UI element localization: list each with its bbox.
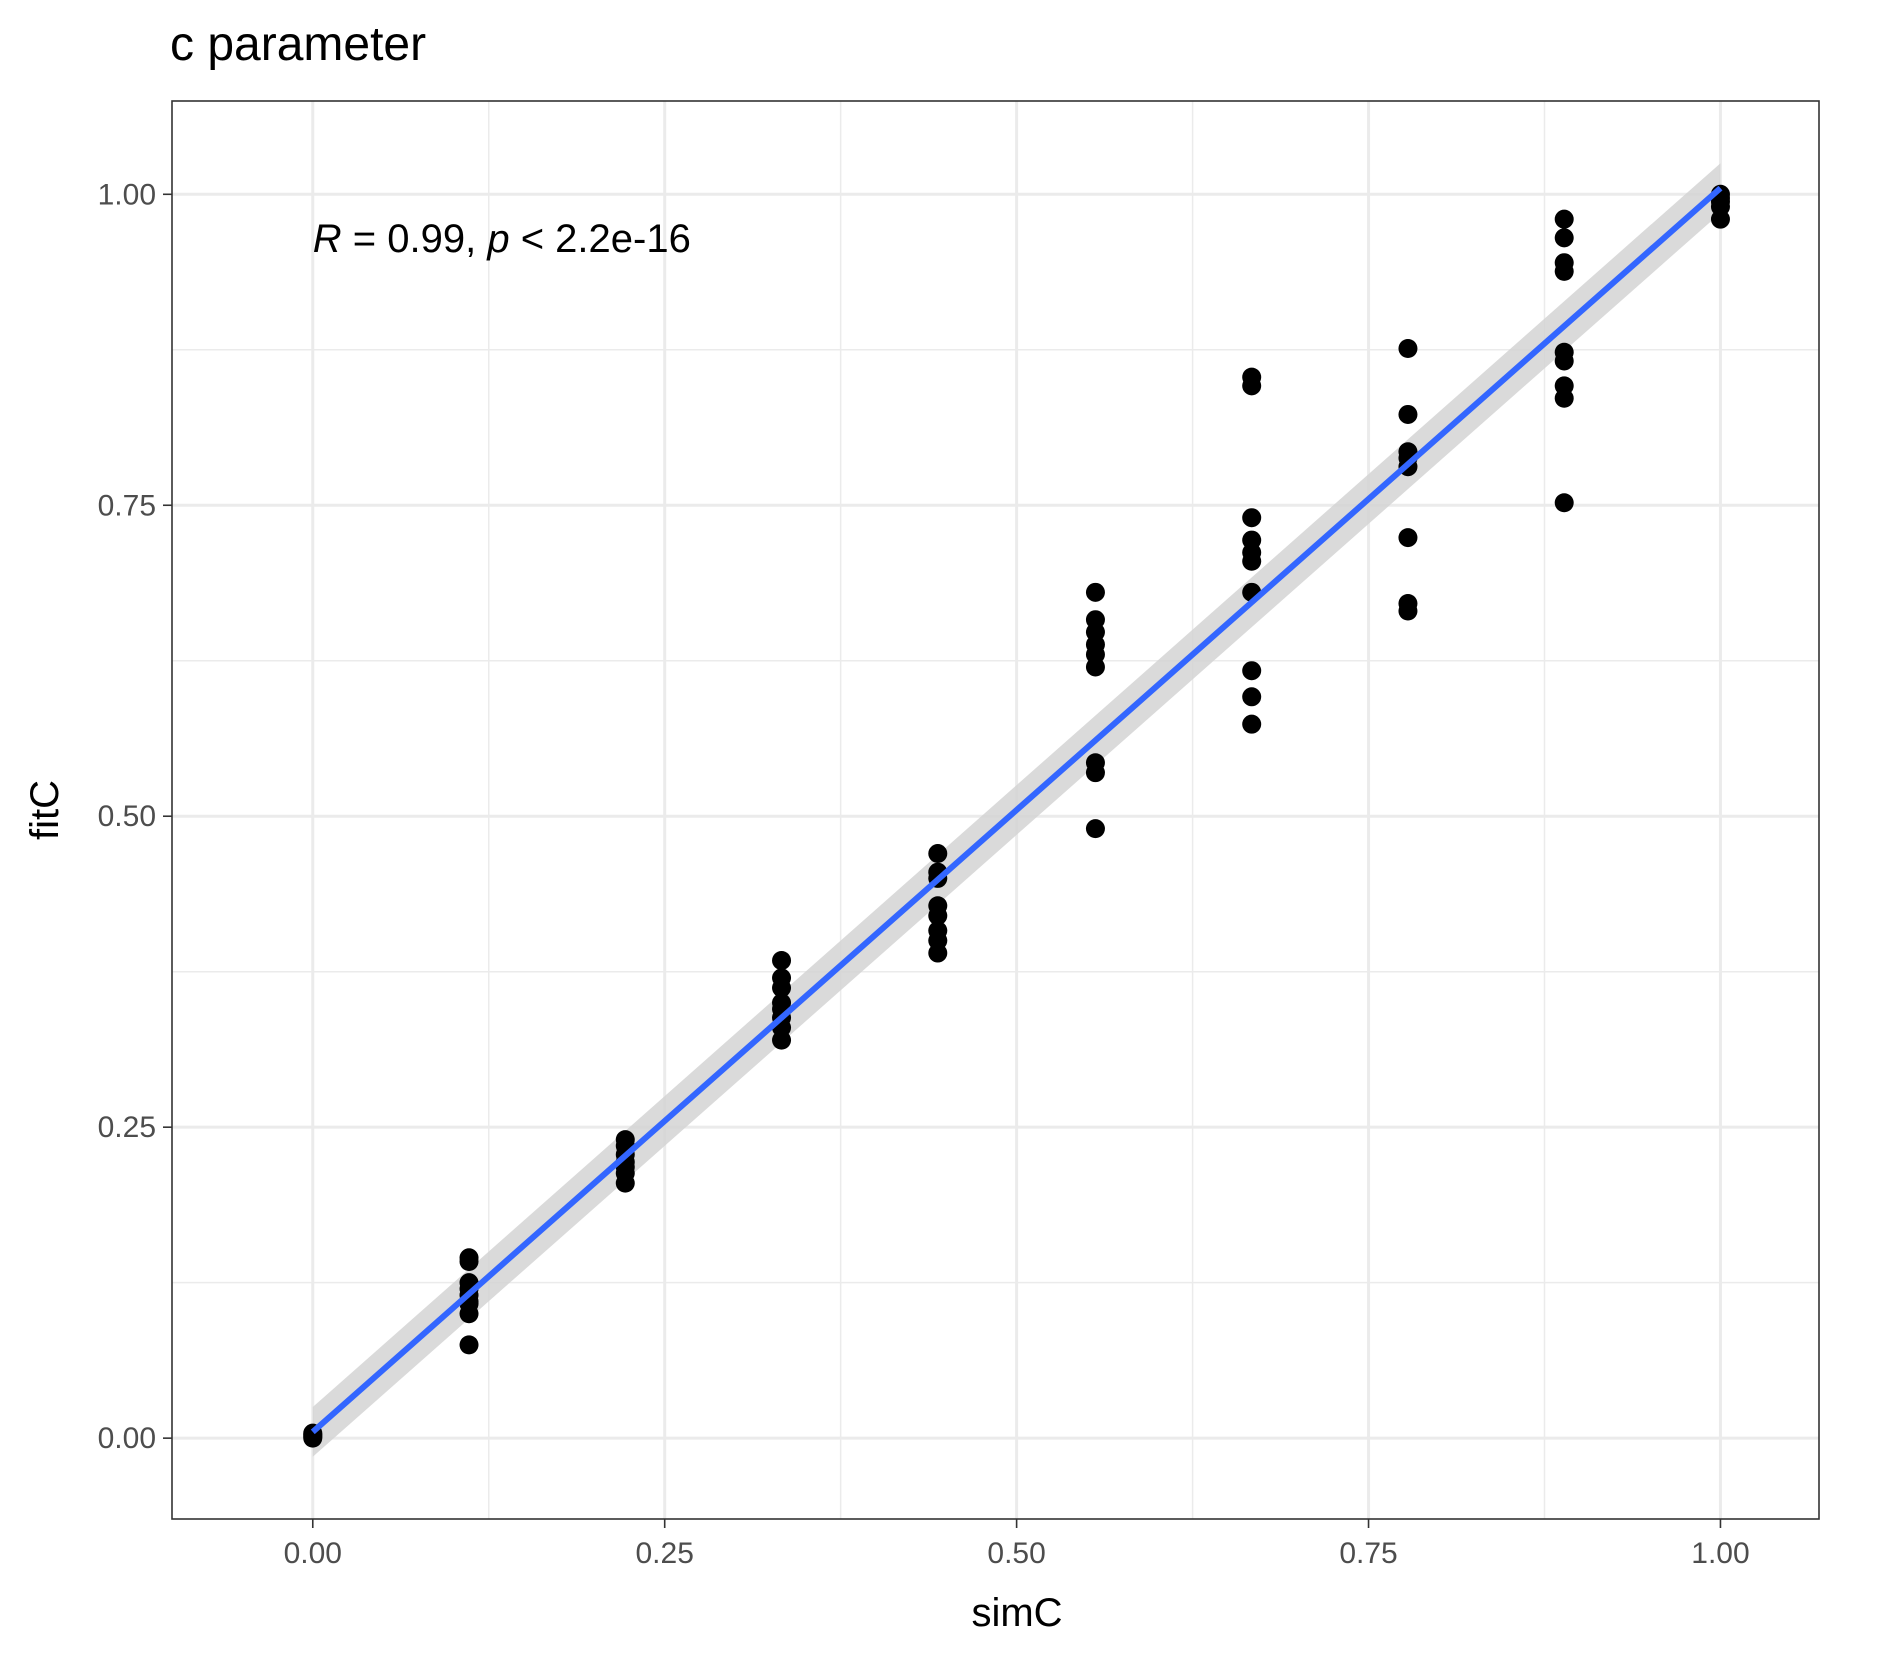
- data-point: [1554, 493, 1574, 513]
- data-point: [1242, 551, 1262, 571]
- data-point: [1085, 763, 1105, 783]
- data-point: [928, 943, 948, 963]
- annotation-p-value: < 2.2e-16: [510, 217, 691, 261]
- fit-line-layer: [310, 185, 1723, 1435]
- data-point: [1554, 351, 1574, 371]
- annotation-p-symbol: p: [486, 217, 509, 261]
- regression-line: [310, 185, 1723, 1435]
- data-point: [459, 1304, 479, 1324]
- grid-major: [172, 101, 1819, 1519]
- x-tick-label: 1.00: [1691, 1537, 1749, 1570]
- data-point: [1398, 404, 1418, 424]
- annotation-r-value: = 0.99,: [342, 217, 488, 261]
- data-point: [459, 1252, 479, 1272]
- data-point: [1554, 261, 1574, 281]
- x-tick-label: 0.75: [1339, 1537, 1397, 1570]
- data-point: [1242, 714, 1262, 734]
- data-point: [1085, 657, 1105, 677]
- data-point: [1085, 582, 1105, 602]
- y-tick-label: 0.25: [98, 1111, 156, 1144]
- data-point: [1085, 819, 1105, 839]
- x-axis-ticks: 0.00 0.25 0.50 0.75 1.00: [284, 1519, 1750, 1570]
- data-point: [772, 951, 792, 971]
- y-axis-ticks: 0.00 0.25 0.50 0.75 1.00: [98, 178, 172, 1455]
- y-tick-label: 0.50: [98, 800, 156, 833]
- data-point: [772, 1030, 792, 1050]
- data-point: [772, 978, 792, 998]
- chart-title: c parameter: [170, 18, 426, 71]
- annotation-r-symbol: R: [313, 217, 342, 261]
- x-tick-label: 0.25: [635, 1537, 693, 1570]
- data-point: [928, 906, 948, 926]
- x-axis-title: simC: [971, 1591, 1062, 1635]
- x-tick-label: 0.50: [987, 1537, 1045, 1570]
- data-point: [1554, 228, 1574, 248]
- y-tick-label: 0.75: [98, 489, 156, 522]
- x-tick-label: 0.00: [284, 1537, 342, 1570]
- data-point: [1242, 661, 1262, 681]
- data-point: [1242, 687, 1262, 707]
- y-tick-label: 0.00: [98, 1422, 156, 1455]
- data-point: [1710, 209, 1730, 229]
- data-point: [928, 844, 948, 864]
- data-point: [1398, 339, 1418, 359]
- data-point: [459, 1335, 479, 1355]
- data-point: [1554, 388, 1574, 408]
- data-point: [1554, 209, 1574, 229]
- data-point: [1242, 376, 1262, 396]
- data-point: [615, 1173, 635, 1193]
- panel-border: [171, 100, 1820, 1520]
- data-point: [1398, 601, 1418, 621]
- y-tick-label: 1.00: [98, 178, 156, 211]
- correlation-annotation: R = 0.99, p < 2.2e-16: [313, 217, 691, 261]
- data-point: [1398, 528, 1418, 548]
- y-axis-title: fitC: [23, 780, 67, 840]
- data-point: [1242, 508, 1262, 528]
